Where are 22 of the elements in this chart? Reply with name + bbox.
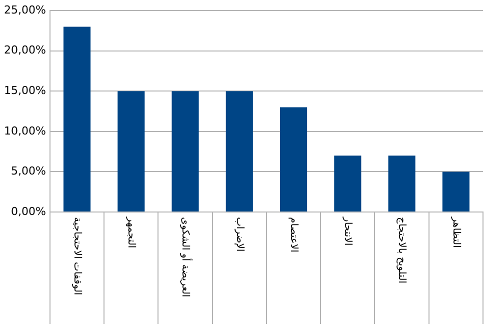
y-tick-label: 25,00%: [4, 3, 46, 16]
bar: [442, 172, 470, 212]
bar: [334, 156, 362, 212]
x-tick-label: العريضة أو الشكوى: [180, 217, 193, 298]
x-tick-label: التظاهر: [450, 216, 462, 248]
bar: [172, 91, 199, 212]
x-tick-label: التلويح بالاحتجاج: [396, 217, 408, 284]
bar: [388, 156, 416, 212]
y-tick-label: 10,00%: [4, 124, 46, 138]
bar: [118, 91, 145, 212]
y-tick-label: 0,00%: [10, 204, 46, 218]
y-tick-label: 5,00%: [10, 164, 46, 178]
bar: [280, 107, 308, 212]
y-tick-label: 15,00%: [4, 84, 46, 98]
x-tick-label: التجمهر: [126, 216, 137, 248]
y-tick-label: 20,00%: [4, 44, 46, 57]
x-tick-label: الإضراب: [234, 217, 245, 252]
x-tick-label: الانتحار: [342, 216, 354, 246]
bar: [63, 26, 91, 212]
x-tick-label: الاعتصام: [288, 217, 299, 252]
x-tick-label: الوقفات الاحتجاجية: [71, 217, 82, 296]
bar: [226, 91, 253, 212]
